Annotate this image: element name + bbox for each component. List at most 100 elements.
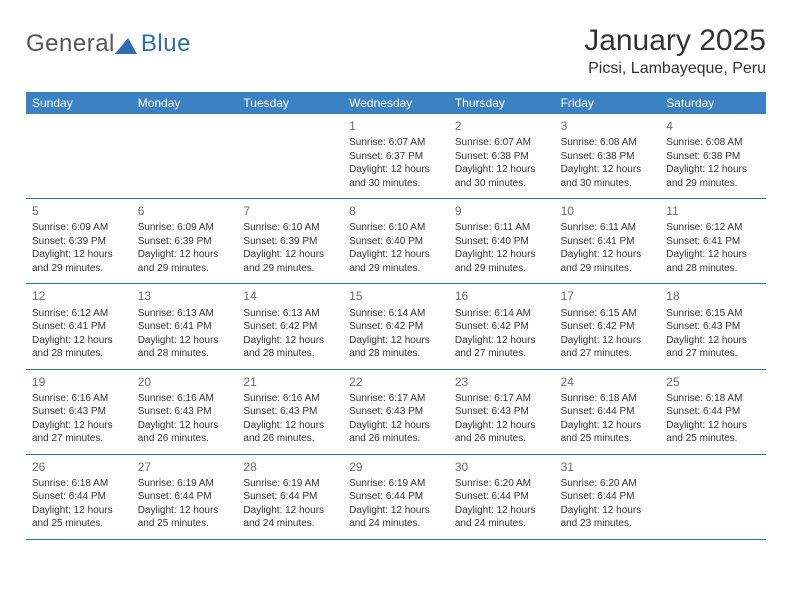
location-text: Picsi, Lambayeque, Peru: [584, 60, 766, 78]
title-block: January 2025 Picsi, Lambayeque, Peru: [584, 24, 766, 78]
brand-text-general: General: [26, 30, 115, 57]
calendar-cell: 16Sunrise: 6:14 AMSunset: 6:42 PMDayligh…: [449, 284, 555, 368]
calendar-cell: 9Sunrise: 6:11 AMSunset: 6:40 PMDaylight…: [449, 199, 555, 283]
sunset-line: Sunset: 6:44 PM: [561, 490, 655, 504]
sunset-line: Sunset: 6:42 PM: [455, 320, 549, 334]
day-header: Sunday: [26, 92, 132, 114]
calendar-cell: [660, 455, 766, 539]
daylight-line: Daylight: 12 hours and 30 minutes.: [455, 163, 549, 190]
sunset-line: Sunset: 6:41 PM: [138, 320, 232, 334]
calendar-cell: 31Sunrise: 6:20 AMSunset: 6:44 PMDayligh…: [555, 455, 661, 539]
calendar-cell: 26Sunrise: 6:18 AMSunset: 6:44 PMDayligh…: [26, 455, 132, 539]
week-row: 26Sunrise: 6:18 AMSunset: 6:44 PMDayligh…: [26, 455, 766, 540]
sunrise-line: Sunrise: 6:13 AM: [138, 307, 232, 321]
day-number: 5: [32, 203, 126, 219]
sunrise-line: Sunrise: 6:12 AM: [32, 307, 126, 321]
daylight-line: Daylight: 12 hours and 28 minutes.: [32, 334, 126, 361]
sunset-line: Sunset: 6:43 PM: [349, 405, 443, 419]
month-title: January 2025: [584, 24, 766, 58]
day-number: 2: [455, 118, 549, 134]
sunrise-line: Sunrise: 6:19 AM: [349, 477, 443, 491]
sunset-line: Sunset: 6:39 PM: [243, 235, 337, 249]
daylight-line: Daylight: 12 hours and 29 minutes.: [561, 248, 655, 275]
sunset-line: Sunset: 6:39 PM: [32, 235, 126, 249]
calendar-cell: 11Sunrise: 6:12 AMSunset: 6:41 PMDayligh…: [660, 199, 766, 283]
daylight-line: Daylight: 12 hours and 26 minutes.: [455, 419, 549, 446]
day-number: 12: [32, 288, 126, 304]
header: General Blue January 2025 Picsi, Lambaye…: [26, 24, 766, 78]
calendar-cell: 7Sunrise: 6:10 AMSunset: 6:39 PMDaylight…: [237, 199, 343, 283]
calendar-cell: 28Sunrise: 6:19 AMSunset: 6:44 PMDayligh…: [237, 455, 343, 539]
sunrise-line: Sunrise: 6:18 AM: [561, 392, 655, 406]
day-number: 11: [666, 203, 760, 219]
day-number: 20: [138, 374, 232, 390]
day-number: 17: [561, 288, 655, 304]
day-header: Tuesday: [237, 92, 343, 114]
daylight-line: Daylight: 12 hours and 25 minutes.: [32, 504, 126, 531]
day-number: 18: [666, 288, 760, 304]
sunset-line: Sunset: 6:43 PM: [666, 320, 760, 334]
sunset-line: Sunset: 6:41 PM: [561, 235, 655, 249]
daylight-line: Daylight: 12 hours and 29 minutes.: [138, 248, 232, 275]
calendar-cell: 22 Sunrise: 6:17 AMSunset: 6:43 PMDayligh…: [343, 370, 449, 454]
day-header: Saturday: [660, 92, 766, 114]
day-number: 13: [138, 288, 232, 304]
brand-text2: Blue: [141, 30, 191, 58]
sunset-line: Sunset: 6:44 PM: [666, 405, 760, 419]
sunrise-line: Sunrise: 6:16 AM: [138, 392, 232, 406]
day-number: 15: [349, 288, 443, 304]
daylight-line: Daylight: 12 hours and 25 minutes.: [138, 504, 232, 531]
calendar-cell: 24Sunrise: 6:18 AMSunset: 6:44 PMDayligh…: [555, 370, 661, 454]
sunrise-line: Sunrise: 6:20 AM: [455, 477, 549, 491]
sunrise-line: Sunrise: 6:14 AM: [349, 307, 443, 321]
day-header: Friday: [555, 92, 661, 114]
sunrise-line: Sunrise: 6:19 AM: [138, 477, 232, 491]
daylight-line: Daylight: 12 hours and 24 minutes.: [349, 504, 443, 531]
daylight-line: Daylight: 12 hours and 27 minutes.: [666, 334, 760, 361]
day-header: Wednesday: [343, 92, 449, 114]
sunset-line: Sunset: 6:41 PM: [666, 235, 760, 249]
calendar-cell: 10Sunrise: 6:11 AMSunset: 6:41 PMDayligh…: [555, 199, 661, 283]
daylight-line: Daylight: 12 hours and 23 minutes.: [561, 504, 655, 531]
sunrise-line: Sunrise: 6:17 AM: [349, 392, 443, 406]
day-header-row: Sunday Monday Tuesday Wednesday Thursday…: [26, 92, 766, 114]
daylight-line: Daylight: 12 hours and 28 minutes.: [666, 248, 760, 275]
sunset-line: Sunset: 6:38 PM: [666, 150, 760, 164]
day-number: 22: [349, 374, 443, 390]
day-header: Monday: [132, 92, 238, 114]
sunset-line: Sunset: 6:39 PM: [138, 235, 232, 249]
calendar-cell: [237, 114, 343, 198]
day-number: 10: [561, 203, 655, 219]
daylight-line: Daylight: 12 hours and 30 minutes.: [561, 163, 655, 190]
day-number: 6: [138, 203, 232, 219]
daylight-line: Daylight: 12 hours and 26 minutes.: [349, 419, 443, 446]
sunrise-line: Sunrise: 6:09 AM: [32, 221, 126, 235]
daylight-line: Daylight: 12 hours and 27 minutes.: [561, 334, 655, 361]
sunset-line: Sunset: 6:37 PM: [349, 150, 443, 164]
weeks-container: 1Sunrise: 6:07 AMSunset: 6:37 PMDaylight…: [26, 114, 766, 540]
sunrise-line: Sunrise: 6:11 AM: [455, 221, 549, 235]
sunrise-line: Sunrise: 6:10 AM: [349, 221, 443, 235]
brand-text-blue: Blue: [141, 30, 191, 57]
daylight-line: Daylight: 12 hours and 29 minutes.: [666, 163, 760, 190]
sunrise-line: Sunrise: 6:08 AM: [666, 136, 760, 150]
day-number: 24: [561, 374, 655, 390]
sunset-line: Sunset: 6:44 PM: [561, 405, 655, 419]
daylight-line: Daylight: 12 hours and 28 minutes.: [243, 334, 337, 361]
sunrise-line: Sunrise: 6:17 AM: [455, 392, 549, 406]
sunset-line: Sunset: 6:44 PM: [32, 490, 126, 504]
calendar-cell: 15Sunrise: 6:14 AMSunset: 6:42 PMDayligh…: [343, 284, 449, 368]
sunrise-line: Sunrise: 6:20 AM: [561, 477, 655, 491]
daylight-line: Daylight: 12 hours and 24 minutes.: [243, 504, 337, 531]
calendar-cell: 20Sunrise: 6:16 AMSunset: 6:43 PMDayligh…: [132, 370, 238, 454]
day-number: 27: [138, 459, 232, 475]
daylight-line: Daylight: 12 hours and 29 minutes.: [349, 248, 443, 275]
daylight-line: Daylight: 12 hours and 25 minutes.: [666, 419, 760, 446]
sunset-line: Sunset: 6:43 PM: [138, 405, 232, 419]
day-number: 14: [243, 288, 337, 304]
sunrise-line: Sunrise: 6:18 AM: [666, 392, 760, 406]
sunset-line: Sunset: 6:40 PM: [455, 235, 549, 249]
brand-text: General: [26, 30, 115, 58]
sunset-line: Sunset: 6:42 PM: [561, 320, 655, 334]
sunrise-line: Sunrise: 6:16 AM: [32, 392, 126, 406]
